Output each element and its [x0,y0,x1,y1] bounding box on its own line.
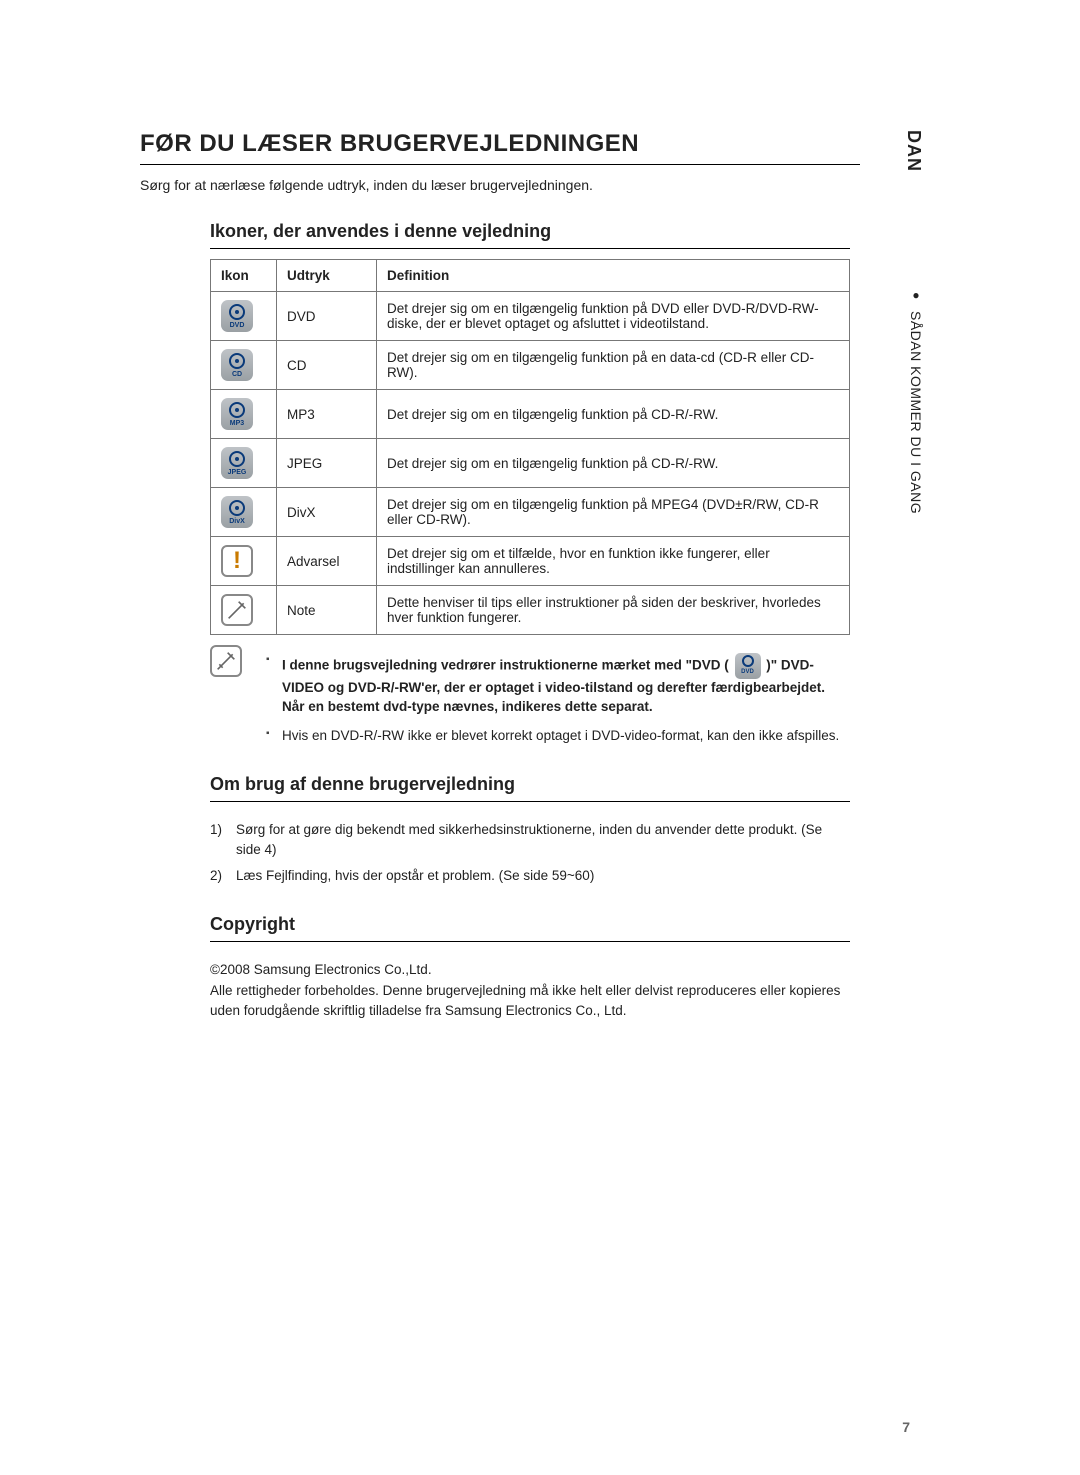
table-header-definition: Definition [377,260,850,292]
table-cell-udtryk: Advarsel [277,537,377,586]
table-cell-definition: Det drejer sig om en tilgængelig funktio… [377,341,850,390]
disc-icon: CD [221,349,253,381]
note-bullet1-part1: I denne brugsvejledning vedrører instruk… [282,658,729,673]
language-tag: DAN [903,130,924,172]
list-item-text: Læs Fejlfinding, hvis der opstår et prob… [236,866,594,886]
disc-icon: DVD [221,300,253,332]
table-cell-udtryk: CD [277,341,377,390]
usage-list: 1)Sørg for at gøre dig bekendt med sikke… [210,812,850,887]
note-icon [210,645,242,677]
table-cell-definition: Det drejer sig om en tilgængelig funktio… [377,390,850,439]
table-cell-udtryk: Note [277,586,377,635]
note-block: I denne brugsvejledning vedrører instruk… [210,635,850,746]
table-cell-udtryk: MP3 [277,390,377,439]
icon-table: Ikon Udtryk Definition DVDDVDDet drejer … [210,259,850,635]
table-row: NoteDette henviser til tips eller instru… [211,586,850,635]
table-row: MP3MP3Det drejer sig om en tilgængelig f… [211,390,850,439]
intro-text: Sørg for at nærlæse følgende udtryk, ind… [140,177,930,193]
table-cell-definition: Det drejer sig om en tilgængelig funktio… [377,488,850,537]
section-usage-title: Om brug af denne brugervejledning [210,774,850,802]
list-item-number: 1) [210,820,236,861]
table-row: DVDDVDDet drejer sig om en tilgængelig f… [211,292,850,341]
list-item-text: Sørg for at gøre dig bekendt med sikkerh… [236,820,850,861]
pencil-note-icon [221,594,253,626]
table-header-udtryk: Udtryk [277,260,377,292]
dvd-inline-icon-label: DVD [741,668,754,676]
table-cell-icon: DVD [211,292,277,341]
page-number: 7 [902,1419,910,1435]
table-cell-icon [211,586,277,635]
note-bullet-2: Hvis en DVD-R/-RW ikke er blevet korrekt… [266,727,850,746]
table-row: JPEGJPEGDet drejer sig om en tilgængelig… [211,439,850,488]
list-item: 2)Læs Fejlfinding, hvis der opstår et pr… [210,866,850,886]
note-bullet1-line2: Når en bestemt dvd-type nævnes, indikere… [282,699,653,714]
dvd-inline-icon: DVD [735,653,761,679]
table-header-ikon: Ikon [211,260,277,292]
table-row: DivXDivXDet drejer sig om en tilgængelig… [211,488,850,537]
section-side-tab: SÅDAN KOMMER DU I GANG [908,288,924,514]
table-row: CDCDDet drejer sig om en tilgængelig fun… [211,341,850,390]
table-cell-definition: Det drejer sig om en tilgængelig funktio… [377,292,850,341]
table-cell-icon: MP3 [211,390,277,439]
disc-icon: DivX [221,496,253,528]
section-icons-title: Ikoner, der anvendes i denne vejledning [210,221,850,249]
disc-icon: JPEG [221,447,253,479]
note-bullet-1: I denne brugsvejledning vedrører instruk… [266,653,850,717]
table-cell-icon: ! [211,537,277,586]
table-cell-udtryk: DivX [277,488,377,537]
table-cell-udtryk: JPEG [277,439,377,488]
table-cell-icon: DivX [211,488,277,537]
copyright-line1: ©2008 Samsung Electronics Co.,Ltd. [210,960,850,980]
table-cell-icon: CD [211,341,277,390]
table-cell-icon: JPEG [211,439,277,488]
page-title: FØR DU LÆSER BRUGERVEJLEDNINGEN [140,130,860,165]
list-item: 1)Sørg for at gøre dig bekendt med sikke… [210,820,850,861]
table-cell-definition: Det drejer sig om et tilfælde, hvor en f… [377,537,850,586]
disc-icon: MP3 [221,398,253,430]
table-cell-udtryk: DVD [277,292,377,341]
section-copyright-title: Copyright [210,914,850,942]
copyright-line2: Alle rettigheder forbeholdes. Denne brug… [210,981,850,1022]
list-item-number: 2) [210,866,236,886]
warning-icon: ! [221,545,253,577]
table-row: ! AdvarselDet drejer sig om et tilfælde, … [211,537,850,586]
copyright-body: ©2008 Samsung Electronics Co.,Ltd. Alle … [210,952,850,1021]
table-cell-definition: Det drejer sig om en tilgængelig funktio… [377,439,850,488]
table-cell-definition: Dette henviser til tips eller instruktio… [377,586,850,635]
